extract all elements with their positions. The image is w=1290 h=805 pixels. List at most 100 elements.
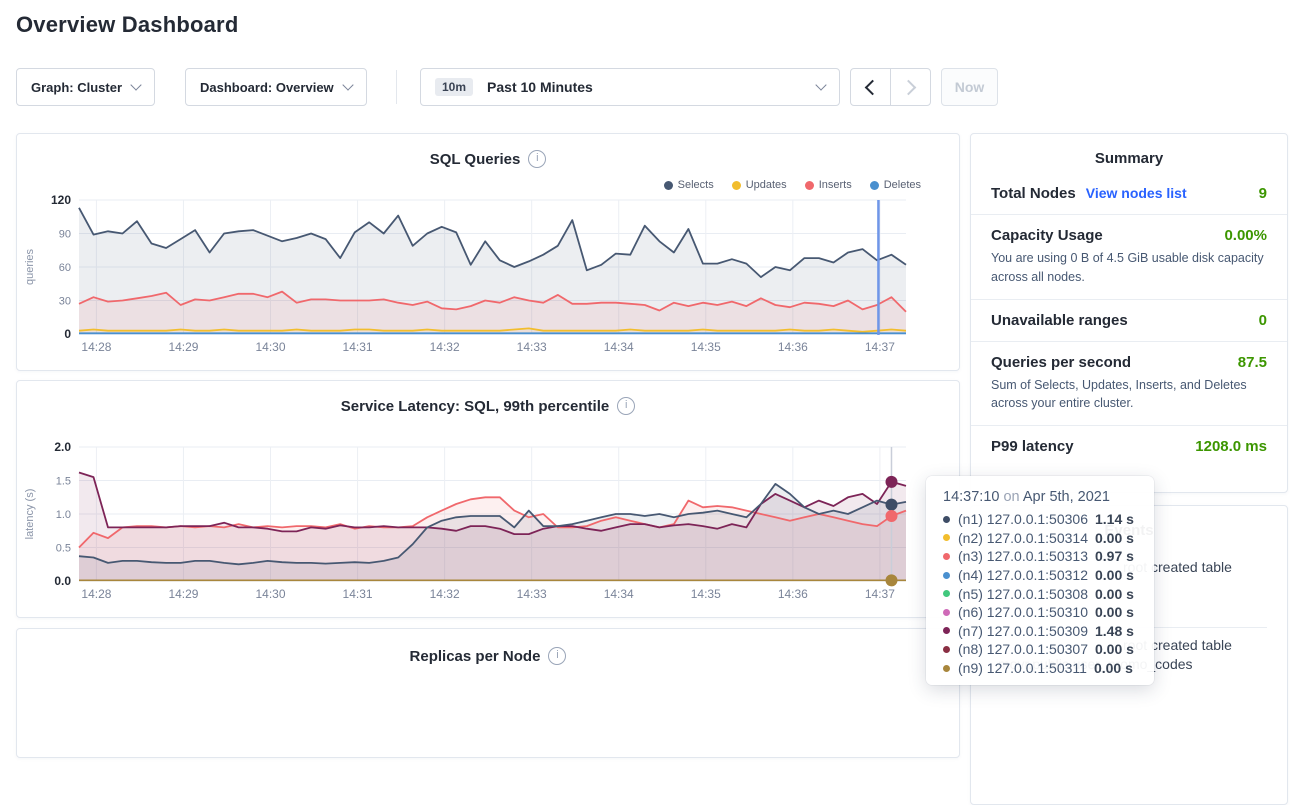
summary-row-p99-latency: P99 latency 1208.0 ms <box>971 426 1287 467</box>
tooltip-row: (n8) 127.0.0.1:50307 0.00 s <box>943 640 1146 659</box>
svg-text:14:28: 14:28 <box>81 587 111 601</box>
svg-text:14:34: 14:34 <box>604 340 634 354</box>
summary-description: Sum of Selects, Updates, Inserts, and De… <box>991 377 1247 411</box>
tooltip-row: (n7) 127.0.0.1:50309 1.48 s <box>943 622 1146 641</box>
svg-text:120: 120 <box>51 193 71 207</box>
series-dot-icon <box>943 590 950 598</box>
svg-text:14:36: 14:36 <box>778 587 808 601</box>
series-dot-icon <box>943 571 950 579</box>
dashboard-dropdown-label: Dashboard: Overview <box>200 79 334 95</box>
info-icon[interactable] <box>617 397 636 415</box>
tooltip-timestamp: 14:37:10 on Apr 5th, 2021 <box>943 489 1110 505</box>
legend-dot-icon <box>804 180 814 190</box>
series-dot-icon <box>943 515 950 523</box>
chart-title: SQL Queries <box>429 150 521 168</box>
tooltip-row: (n5) 127.0.0.1:50308 0.00 s <box>943 584 1146 603</box>
summary-panel: Summary Total Nodes View nodes list 9 Ca… <box>970 133 1288 493</box>
svg-text:60: 60 <box>59 262 71 274</box>
summary-value: 0 <box>1258 311 1267 329</box>
svg-text:14:37: 14:37 <box>865 587 895 601</box>
legend-item-selects[interactable]: Selects <box>663 179 714 191</box>
svg-text:0.0: 0.0 <box>54 574 71 588</box>
summary-label: P99 latency <box>991 438 1074 455</box>
next-time-button[interactable] <box>890 69 930 105</box>
graph-dropdown-label: Graph: Cluster <box>31 79 123 95</box>
summary-value: 1208.0 ms <box>1195 438 1267 455</box>
prev-time-button[interactable] <box>851 69 890 105</box>
svg-text:queries: queries <box>24 248 36 285</box>
info-icon[interactable] <box>528 150 547 168</box>
summary-value: 9 <box>1258 185 1267 202</box>
sql-queries-chart[interactable]: 0 30 60 90 120 14:28 14:29 14:30 14:31 14:32 14:33… <box>17 192 959 370</box>
now-button[interactable]: Now <box>941 68 998 106</box>
svg-text:1.5: 1.5 <box>56 476 71 488</box>
summary-row-queries-per-second: Queries per second 87.5 Sum of Selects, … <box>971 342 1287 426</box>
svg-text:90: 90 <box>59 229 71 241</box>
svg-text:0: 0 <box>64 327 71 341</box>
time-nav-group <box>850 68 931 106</box>
summary-label: Capacity Usage <box>991 227 1103 244</box>
svg-text:14:29: 14:29 <box>168 340 198 354</box>
svg-text:30: 30 <box>59 296 71 308</box>
chart-title: Service Latency: SQL, 99th percentile <box>340 397 610 415</box>
chevron-down-icon <box>130 79 142 91</box>
service-latency-chart[interactable]: 0.0 0.5 1.0 1.5 2.0 14:28 14:29 14:30 14:31 14:32… <box>17 439 959 617</box>
time-range-badge: 10m <box>435 78 474 96</box>
series-dot-icon <box>943 608 950 616</box>
summary-row-total-nodes: Total Nodes View nodes list 9 <box>971 173 1287 215</box>
summary-value: 0.00% <box>1224 227 1267 244</box>
svg-text:2.0: 2.0 <box>54 440 71 454</box>
svg-text:14:32: 14:32 <box>430 587 460 601</box>
chart-legend: Selects Updates Inserts Deletes <box>663 179 921 191</box>
svg-text:14:37: 14:37 <box>865 340 895 354</box>
tooltip-row: (n2) 127.0.0.1:50314 0.00 s <box>943 529 1146 548</box>
series-dot-icon <box>943 552 950 560</box>
chevron-down-icon <box>815 79 827 91</box>
tooltip-row: (n9) 127.0.0.1:50311 0.00 s <box>943 659 1146 678</box>
toolbar-divider <box>396 70 397 104</box>
svg-text:14:30: 14:30 <box>256 587 286 601</box>
svg-text:14:35: 14:35 <box>691 587 721 601</box>
info-icon[interactable] <box>548 647 567 665</box>
svg-text:1.0: 1.0 <box>56 509 71 521</box>
summary-label: Queries per second <box>991 353 1132 371</box>
svg-text:14:33: 14:33 <box>517 587 547 601</box>
chevron-right-icon <box>900 79 917 95</box>
svg-text:0.5: 0.5 <box>56 543 71 555</box>
svg-text:14:36: 14:36 <box>778 340 808 354</box>
legend-item-updates[interactable]: Updates <box>731 179 787 191</box>
svg-text:14:31: 14:31 <box>343 587 373 601</box>
svg-text:14:34: 14:34 <box>604 587 634 601</box>
sql-queries-card: SQL Queries Selects Updates Inserts Deletes… <box>16 133 960 371</box>
svg-text:14:28: 14:28 <box>81 340 111 354</box>
summary-value: 87.5 <box>1237 353 1267 371</box>
tooltip-row: (n4) 127.0.0.1:50312 0.00 s <box>943 566 1146 585</box>
svg-text:14:35: 14:35 <box>691 340 721 354</box>
series-dot-icon <box>943 534 950 542</box>
svg-text:14:32: 14:32 <box>430 340 460 354</box>
legend-dot-icon <box>869 180 879 190</box>
summary-row-capacity-usage: Capacity Usage 0.00% You are using 0 B o… <box>971 215 1287 300</box>
svg-text:14:29: 14:29 <box>168 587 198 601</box>
chart-hover-tooltip: 14:37:10 on Apr 5th, 2021 (n1) 127.0.0.1… <box>926 476 1154 685</box>
legend-item-deletes[interactable]: Deletes <box>869 179 921 191</box>
summary-title: Summary <box>1094 150 1164 167</box>
view-nodes-list-link[interactable]: View nodes list <box>1085 185 1187 201</box>
graph-dropdown[interactable]: Graph: Cluster <box>16 68 156 106</box>
summary-label: Total Nodes <box>991 185 1076 202</box>
svg-text:latency (s): latency (s) <box>24 489 36 540</box>
tooltip-row: (n1) 127.0.0.1:50306 1.14 s <box>943 510 1146 529</box>
time-range-selector[interactable]: 10m Past 10 Minutes <box>420 68 840 106</box>
summary-row-unavailable-ranges: Unavailable ranges 0 <box>971 300 1287 342</box>
chevron-left-icon <box>864 79 881 95</box>
svg-text:14:30: 14:30 <box>256 340 286 354</box>
dashboard-dropdown[interactable]: Dashboard: Overview <box>185 68 367 106</box>
tooltip-row: (n6) 127.0.0.1:50310 0.00 s <box>943 603 1146 622</box>
series-dot-icon <box>943 645 950 653</box>
chevron-down-icon <box>341 79 354 91</box>
legend-dot-icon <box>663 180 673 190</box>
series-dot-icon <box>943 664 950 672</box>
summary-description: You are using 0 B of 4.5 GiB usable disk… <box>991 251 1264 284</box>
series-dot-icon <box>943 627 950 635</box>
legend-item-inserts[interactable]: Inserts <box>804 179 852 191</box>
